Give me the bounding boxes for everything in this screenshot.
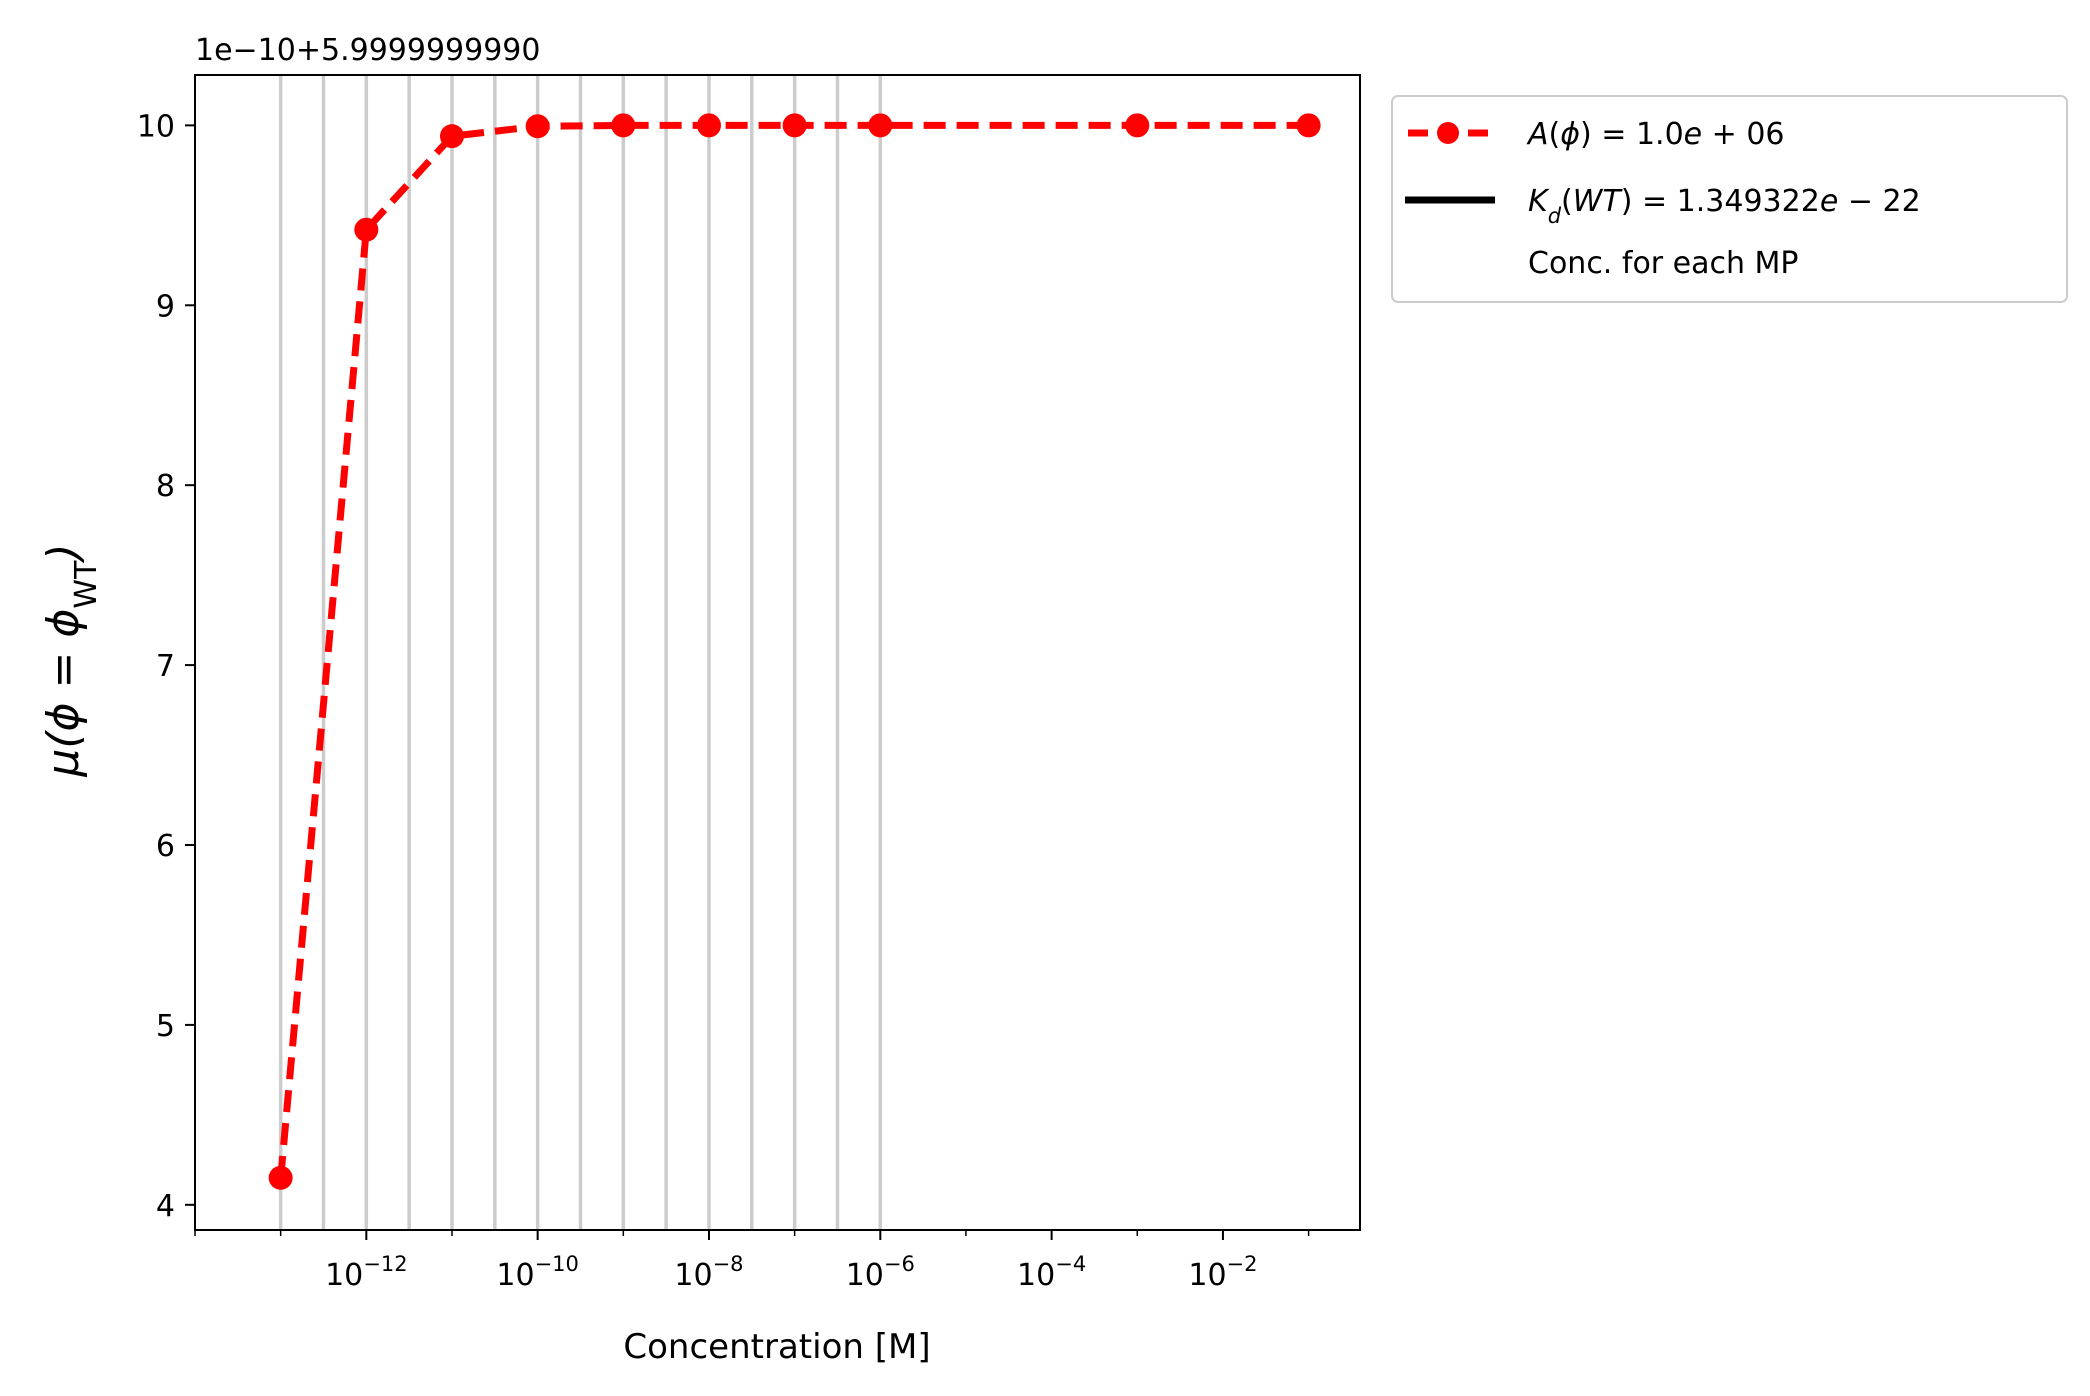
y-tick-label: 7 xyxy=(156,649,175,684)
legend-frame xyxy=(1391,95,2068,303)
data-point xyxy=(782,113,807,138)
x-tick-label: 10−4 xyxy=(1017,1252,1086,1293)
x-tick-label: 10−2 xyxy=(1188,1252,1257,1293)
data-point xyxy=(1125,113,1150,138)
axes-frame xyxy=(194,74,1361,1231)
y-axis-label: μ(ϕ = ϕWT) xyxy=(38,543,104,777)
y-tick-label: 8 xyxy=(156,469,175,504)
x-tick-label: 10−8 xyxy=(674,1252,743,1293)
data-point xyxy=(1296,113,1321,138)
x-tick-label: 10−6 xyxy=(846,1252,915,1293)
data-point xyxy=(696,113,721,138)
legend-conc-label: Conc. for each MP xyxy=(1528,246,1799,281)
legend-series-marker xyxy=(1437,122,1459,144)
y-tick-label: 6 xyxy=(156,829,175,864)
concentration-vlines xyxy=(278,75,883,1230)
x-axis-ticks: 10−12 10−10 10−8 10−6 10−4 10−2 xyxy=(194,1230,1310,1293)
data-point xyxy=(525,114,550,139)
y-axis-ticks: 4 5 6 7 8 9 10 xyxy=(137,109,195,1224)
y-axis-offset-label: 1e−10+5.9999999990 xyxy=(195,33,540,68)
x-tick-label: 10−12 xyxy=(325,1252,408,1293)
data-point xyxy=(268,1165,293,1190)
data-point xyxy=(439,124,464,149)
data-point xyxy=(868,113,893,138)
legend-entry-conc: Conc. for each MP xyxy=(1408,246,1799,281)
legend: A(ϕ) = 1.0e + 06 Kd(WT) = 1.349322e − 22… xyxy=(1391,95,2068,303)
legend-entry-series: A(ϕ) = 1.0e + 06 xyxy=(1408,117,1785,152)
series-layer xyxy=(268,113,1321,1190)
y-tick-label: 4 xyxy=(156,1189,175,1224)
series-line xyxy=(277,121,1309,1179)
legend-kd-label: Kd(WT) = 1.349322e − 22 xyxy=(1528,184,1921,228)
y-tick-label: 10 xyxy=(137,109,175,144)
data-point xyxy=(611,113,636,138)
x-axis-label: Concentration [M] xyxy=(623,1327,930,1367)
x-tick-label: 10−10 xyxy=(496,1252,579,1293)
y-tick-label: 9 xyxy=(156,289,175,324)
legend-entry-kd: Kd(WT) = 1.349322e − 22 xyxy=(1405,184,1921,228)
y-tick-label: 5 xyxy=(156,1009,175,1044)
data-point xyxy=(354,217,379,242)
legend-series-label: A(ϕ) = 1.0e + 06 xyxy=(1526,117,1785,152)
